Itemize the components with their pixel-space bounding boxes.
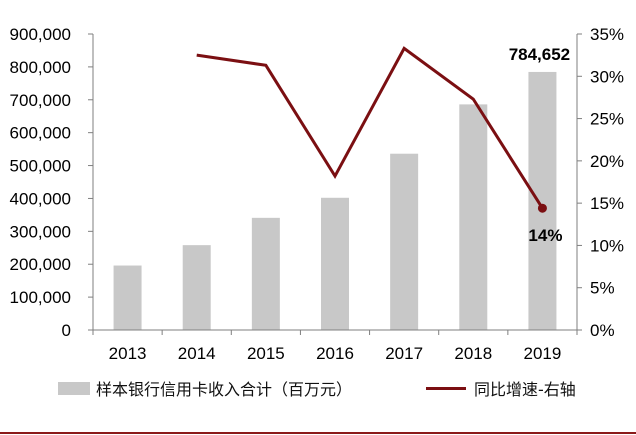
x-tick-label: 2018	[454, 344, 492, 363]
chart-plot: 0 100,000 200,000 300,000 400,000 500,000 600,…	[10, 25, 624, 363]
bar-2018	[459, 104, 488, 330]
legend-item-bar: 样本银行信用卡收入合计（百万元）	[58, 376, 352, 400]
legend-line-swatch	[426, 386, 466, 390]
bar-2017	[390, 153, 419, 330]
right-tick-label: 5%	[590, 279, 615, 298]
left-tick-label: 800,000	[10, 58, 71, 77]
legend: 样本银行信用卡收入合计（百万元） 同比增速-右轴	[0, 372, 636, 406]
left-tick-label: 500,000	[10, 157, 71, 176]
left-tick-label: 0	[62, 321, 71, 340]
bar-2015	[251, 217, 280, 330]
bar-2019	[528, 71, 557, 330]
line-value-label: 14%	[528, 226, 562, 245]
legend-label-bar: 样本银行信用卡收入合计（百万元）	[96, 380, 353, 399]
left-tick-label: 700,000	[10, 91, 71, 110]
x-tick-label: 2016	[316, 344, 354, 363]
right-tick-label: 30%	[590, 67, 624, 86]
bar-value-label: 784,652	[509, 45, 570, 64]
right-tick-label: 25%	[590, 110, 624, 129]
x-tick-label: 2017	[385, 344, 423, 363]
growth-line	[196, 46, 544, 210]
x-tick-label: 2014	[178, 344, 216, 363]
bottom-rule	[0, 432, 636, 434]
right-tick-label: 0%	[590, 321, 615, 340]
right-tick-label: 35%	[590, 25, 624, 44]
right-tick-label: 20%	[590, 152, 624, 171]
bar-2014	[182, 245, 211, 330]
left-tick-label: 400,000	[10, 189, 71, 208]
x-tick-label: 2013	[109, 344, 147, 363]
legend-bar-swatch	[58, 381, 90, 395]
bar-2016	[321, 197, 349, 330]
right-tick-label: 10%	[590, 236, 624, 255]
left-tick-label: 300,000	[10, 222, 71, 241]
right-tick-label: 15%	[590, 194, 624, 213]
left-tick-label: 600,000	[10, 124, 71, 143]
bar-2013	[113, 265, 142, 330]
left-tick-label: 200,000	[10, 255, 71, 274]
legend-item-line: 同比增速-右轴	[426, 376, 576, 400]
left-tick-label: 900,000	[10, 25, 71, 44]
line-end-marker	[537, 203, 547, 213]
x-tick-label: 2015	[247, 344, 285, 363]
legend-label-line: 同比增速-右轴	[474, 380, 576, 399]
left-tick-label: 100,000	[10, 288, 71, 307]
x-tick-label: 2019	[524, 344, 562, 363]
